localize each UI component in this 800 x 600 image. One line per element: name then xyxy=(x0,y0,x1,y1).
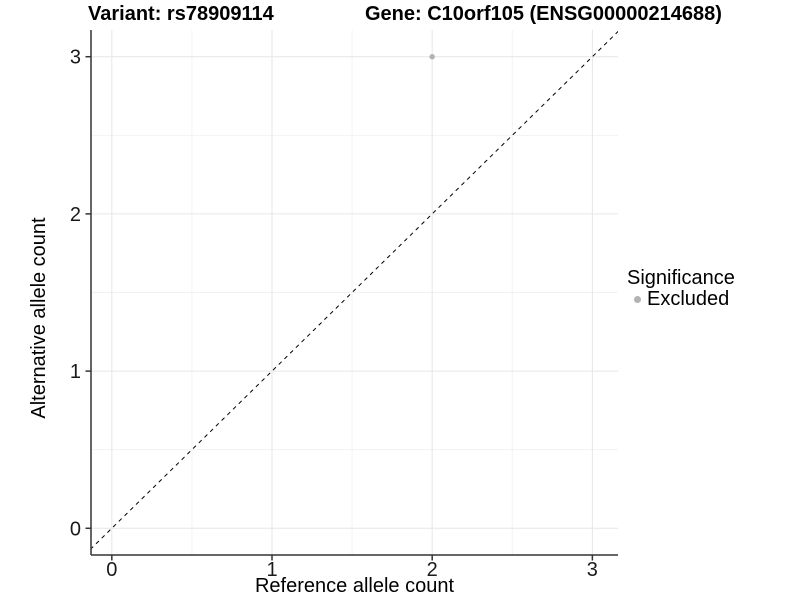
legend-title: Significance xyxy=(627,267,735,289)
legend-item: Excluded xyxy=(627,289,735,309)
legend: Significance Excluded xyxy=(627,267,735,309)
x-tick-label: 3 xyxy=(587,559,598,581)
x-tick-label: 2 xyxy=(427,559,438,581)
identity-line xyxy=(91,30,618,550)
y-tick-label: 2 xyxy=(70,204,81,226)
y-tick-label: 0 xyxy=(70,518,81,540)
legend-item-label: Excluded xyxy=(647,288,730,310)
x-axis-title: Reference allele count xyxy=(254,575,454,597)
x-tick-label: 0 xyxy=(106,559,117,581)
plot-title-gene: Gene: C10orf105 (ENSG00000214688) xyxy=(365,3,722,25)
legend-items: Excluded xyxy=(627,289,735,309)
x-tick-label: 1 xyxy=(266,559,277,581)
y-axis-title: Alternative allele count xyxy=(28,217,50,419)
legend-circle-marker-icon xyxy=(634,295,641,303)
y-tick-label: 1 xyxy=(70,361,81,383)
y-tick-label: 3 xyxy=(70,47,81,69)
data-point xyxy=(429,54,435,60)
plot-title-variant: Variant: rs78909114 xyxy=(88,3,274,25)
